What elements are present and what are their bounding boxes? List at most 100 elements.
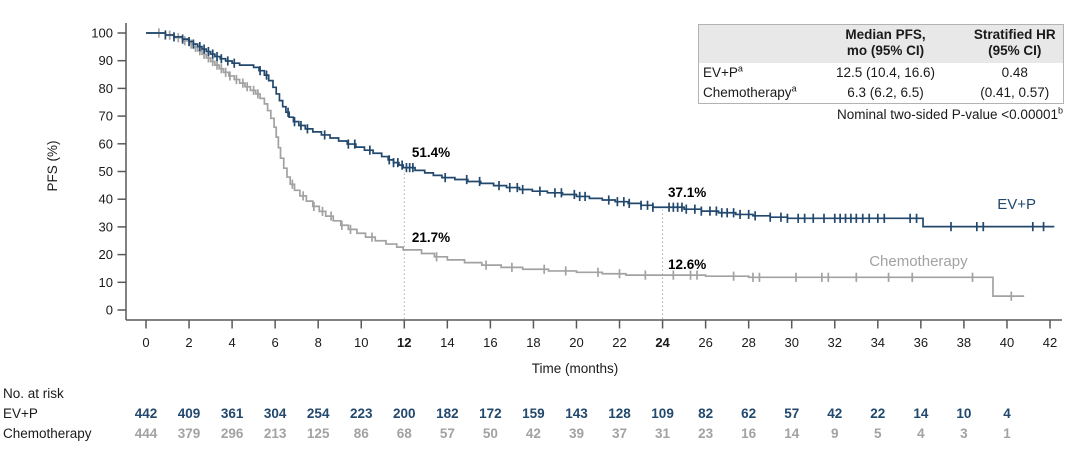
series-label-ev-p: EV+P: [997, 196, 1036, 213]
annotation-37-1pct: 37.1%: [668, 185, 706, 200]
footnote-marker-a: a: [737, 63, 743, 74]
y-tick-label: 50: [99, 164, 113, 179]
risk-row-evp: EV+P 442 409 361 304 254 223 200 182 172 159 143 12…: [0, 406, 1080, 423]
x-axis-title: Time (months): [532, 361, 619, 376]
risk-value: 361: [220, 406, 244, 421]
y-tick-label: 60: [99, 136, 113, 151]
risk-value: 4: [917, 426, 925, 441]
y-tick-label: 40: [99, 192, 113, 207]
x-tick-label: 4: [228, 335, 235, 350]
y-tick-label: 70: [99, 109, 113, 124]
x-tick-label: 32: [828, 335, 842, 350]
y-tick-label: 100: [91, 26, 113, 41]
x-tick-label: 2: [185, 335, 192, 350]
risk-value: 31: [655, 426, 671, 441]
risk-value: 409: [177, 406, 201, 421]
y-tick-label: 20: [99, 247, 113, 262]
risk-value: 57: [439, 426, 455, 441]
risk-value: 39: [568, 426, 584, 441]
risk-value: 23: [698, 426, 714, 441]
x-tick-label: 6: [272, 335, 279, 350]
p-value-note: Nominal two-sided P-value <0.00001b: [836, 105, 1063, 122]
hr-header-line2: (95% CI): [988, 43, 1042, 59]
risk-table-title: No. at risk: [3, 386, 64, 401]
risk-value: 14: [784, 426, 800, 441]
risk-value: 82: [698, 406, 714, 421]
stats-header-row: Median PFS, mo (95% CI) Stratified HR (9…: [698, 24, 1064, 63]
risk-value: 10: [956, 406, 972, 421]
x-tick-label: 12: [397, 335, 411, 350]
risk-value: 109: [651, 406, 674, 421]
risk-value: 143: [565, 406, 588, 421]
risk-value: 213: [263, 426, 287, 441]
risk-value: 37: [612, 426, 628, 441]
y-axis-title: PFS (%): [45, 140, 60, 191]
footnote-marker-a: a: [791, 83, 797, 94]
x-tick-label: 8: [315, 335, 322, 350]
stats-header-median: Median PFS, mo (95% CI): [804, 24, 967, 63]
risk-value: 9: [831, 426, 839, 441]
risk-value: 296: [220, 426, 244, 441]
x-tick-label: 34: [871, 335, 885, 350]
y-tick-label: 30: [99, 219, 113, 234]
x-tick-label: 14: [440, 335, 454, 350]
risk-value: 42: [525, 426, 541, 441]
risk-value: 159: [522, 406, 545, 421]
y-tick-label: 80: [99, 81, 113, 96]
risk-value: 304: [263, 406, 287, 421]
x-tick-label: 24: [655, 335, 670, 350]
median-header-line2: mo (95% CI): [846, 43, 925, 59]
risk-value: 442: [134, 406, 158, 421]
risk-row-chemo: Chemotherapy 444 379 296 213 125 86 68 57 50 42 39…: [0, 426, 1080, 443]
risk-value: 182: [436, 406, 459, 421]
x-tick-label: 42: [1043, 335, 1057, 350]
x-tick-label: 38: [957, 335, 971, 350]
risk-value: 3: [960, 426, 968, 441]
x-tick-label: 0: [142, 335, 149, 350]
risk-value: 5: [874, 426, 882, 441]
risk-row-chemo-label: Chemotherapy: [3, 426, 92, 441]
x-tick-label: 10: [354, 335, 368, 350]
series-label-chemotherapy: Chemotherapy: [869, 253, 968, 270]
risk-value: 22: [870, 406, 886, 421]
stats-table: Median PFS, mo (95% CI) Stratified HR (9…: [698, 24, 1064, 105]
risk-value: 42: [827, 406, 843, 421]
risk-value: 200: [393, 406, 416, 421]
risk-value: 125: [306, 426, 330, 441]
annotation-21-7pct: 21.7%: [412, 230, 450, 245]
y-tick-label: 90: [99, 53, 113, 68]
risk-row-evp-label: EV+P: [3, 406, 38, 421]
risk-value: 14: [913, 406, 929, 421]
risk-value: 379: [177, 426, 201, 441]
stats-row-evp: EV+Pa 12.5 (10.4, 16.6) 0.48: [699, 63, 1064, 83]
annotation-12-6pct: 12.6%: [668, 257, 706, 272]
x-tick-label: 22: [612, 335, 626, 350]
y-tick-label: 0: [106, 303, 113, 318]
risk-value: 223: [349, 406, 373, 421]
risk-value: 68: [396, 426, 412, 441]
stats-row-chemo-label: Chemotherapya: [703, 83, 797, 101]
risk-value: 86: [353, 426, 369, 441]
stats-row-evp-hr: 0.48: [1001, 64, 1028, 80]
risk-value: 1: [1003, 426, 1011, 441]
x-tick-label: 26: [698, 335, 712, 350]
hr-header-line1: Stratified HR: [973, 27, 1056, 42]
risk-value: 50: [482, 426, 498, 441]
x-tick-label: 36: [914, 335, 928, 350]
footnote-marker-b: b: [1057, 105, 1063, 116]
stats-row-chemo-hr: (0.41, 0.57): [980, 85, 1050, 101]
risk-value: 444: [134, 426, 158, 441]
stats-header-empty: [698, 24, 805, 63]
risk-value: 4: [1003, 406, 1011, 421]
risk-value: 128: [608, 406, 631, 421]
y-tick-label: 10: [99, 275, 113, 290]
x-tick-label: 40: [1000, 335, 1014, 350]
x-tick-label: 18: [526, 335, 540, 350]
x-tick-label: 30: [784, 335, 798, 350]
x-tick-label: 20: [569, 335, 583, 350]
x-tick-label: 16: [483, 335, 497, 350]
risk-value: 16: [741, 426, 757, 441]
stats-header-hr: Stratified HR (95% CI): [966, 24, 1064, 63]
